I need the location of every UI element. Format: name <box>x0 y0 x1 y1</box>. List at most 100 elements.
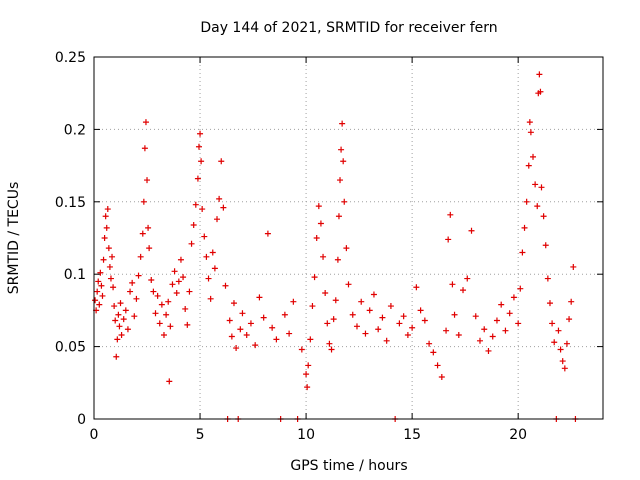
data-point <box>186 288 193 295</box>
data-point <box>154 292 161 299</box>
data-point <box>447 211 454 218</box>
data-point <box>417 307 424 314</box>
data-point <box>451 311 458 318</box>
data-point <box>237 326 244 333</box>
data-point <box>199 206 206 213</box>
data-point <box>184 321 191 328</box>
data-point <box>546 300 553 307</box>
data-point <box>120 316 127 323</box>
data-point <box>150 288 157 295</box>
grid-lines <box>94 57 603 419</box>
data-point <box>366 307 373 314</box>
plot-frame <box>93 56 604 420</box>
data-point <box>281 311 288 318</box>
data-point <box>137 253 144 260</box>
data-point <box>430 349 437 356</box>
data-point <box>216 195 223 202</box>
data-point <box>113 353 120 360</box>
data-point <box>383 337 390 344</box>
data-point <box>114 336 121 343</box>
data-point <box>211 265 218 272</box>
data-point <box>519 249 526 256</box>
data-point <box>243 332 250 339</box>
data-point <box>506 310 513 317</box>
data-point <box>146 245 153 252</box>
data-point <box>449 281 456 288</box>
data-point <box>413 284 420 291</box>
data-point <box>334 256 341 263</box>
data-point <box>233 345 240 352</box>
chart-title: Day 144 of 2021, SRMTID for receiver fer… <box>200 20 497 36</box>
data-point <box>538 184 545 191</box>
data-point <box>330 316 337 323</box>
data-point <box>324 320 331 327</box>
data-point <box>559 358 566 365</box>
data-point <box>175 278 182 285</box>
data-point <box>112 317 119 324</box>
data-point <box>303 371 310 378</box>
data-point <box>313 235 320 241</box>
data-point <box>387 303 394 310</box>
data-point <box>472 313 479 320</box>
data-point <box>320 253 327 260</box>
data-point <box>104 206 111 213</box>
data-point <box>523 198 530 205</box>
data-point <box>517 285 524 292</box>
data-point <box>131 313 138 320</box>
data-point <box>404 332 411 339</box>
data-point <box>566 316 573 323</box>
data-point <box>476 337 483 344</box>
data-point <box>239 310 246 317</box>
data-point <box>341 198 348 205</box>
data-point <box>99 292 106 299</box>
data-point <box>332 297 339 304</box>
data-point <box>177 256 184 263</box>
data-point <box>194 175 201 182</box>
data-point <box>345 281 352 288</box>
data-point <box>315 203 322 210</box>
data-point <box>205 275 212 282</box>
data-point <box>532 181 539 188</box>
data-point <box>110 284 117 291</box>
data-point <box>307 336 314 343</box>
data-point <box>335 213 342 220</box>
data-point <box>182 305 189 312</box>
data-point <box>555 327 562 334</box>
data-point <box>118 332 125 339</box>
data-point <box>98 282 105 289</box>
data-point <box>160 332 167 339</box>
data-point <box>106 263 113 270</box>
data-point <box>396 320 403 327</box>
data-point <box>305 362 312 369</box>
data-point <box>264 230 271 237</box>
data-point <box>515 320 522 327</box>
data-point <box>145 224 152 231</box>
data-point <box>256 294 263 301</box>
data-point <box>464 275 471 282</box>
data-point <box>228 333 235 340</box>
data-point <box>338 146 345 153</box>
data-point <box>269 324 276 331</box>
data-point <box>400 313 407 320</box>
data-point <box>105 245 112 252</box>
data-point <box>96 301 103 308</box>
data-points <box>92 71 579 422</box>
y-tick-label: 0.05 <box>55 340 86 356</box>
data-point <box>337 177 344 184</box>
data-point <box>167 323 174 330</box>
data-point <box>195 143 202 150</box>
data-point <box>468 227 475 234</box>
data-point <box>103 224 110 231</box>
data-point <box>460 287 467 294</box>
data-point <box>163 311 170 318</box>
data-point <box>148 276 155 283</box>
data-point <box>165 298 172 305</box>
data-point <box>544 275 551 282</box>
data-point <box>127 288 134 295</box>
data-point <box>542 242 549 249</box>
data-point <box>339 120 346 127</box>
data-point <box>530 153 537 160</box>
data-point <box>561 365 568 372</box>
data-point <box>122 307 129 314</box>
